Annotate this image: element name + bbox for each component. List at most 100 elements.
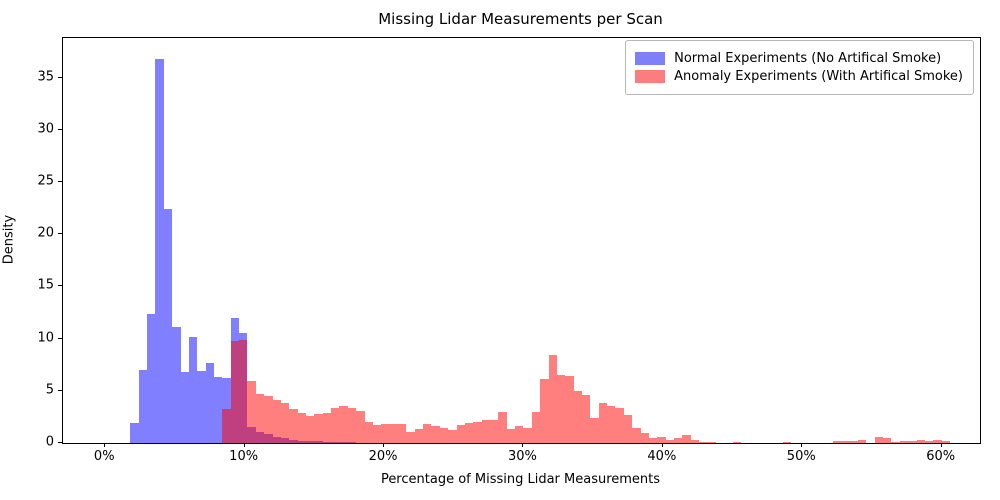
histogram-bar: [699, 441, 708, 443]
y-tick-mark: [58, 181, 62, 183]
histogram-bar: [130, 423, 139, 443]
x-tick-label: 50%: [786, 449, 816, 464]
histogram-bar: [782, 441, 792, 443]
histogram-bar: [464, 423, 474, 443]
histogram-bar: [941, 441, 951, 443]
x-tick-label: 20%: [368, 449, 398, 464]
histogram-bar: [849, 440, 859, 443]
histogram-bar: [515, 426, 524, 443]
histogram-bar: [582, 394, 591, 443]
histogram-bar: [397, 424, 407, 443]
histogram-bar: [247, 381, 256, 443]
y-tick-mark: [58, 389, 62, 391]
y-tick-label: 20: [37, 225, 54, 241]
histogram-bar: [448, 430, 457, 443]
x-tick-mark: [940, 443, 942, 447]
histogram-bar: [381, 424, 390, 443]
histogram-bar: [155, 58, 164, 443]
legend-item-normal: Normal Experiments (No Artifical Smoke): [635, 51, 963, 66]
histogram-bar: [908, 440, 917, 443]
x-tick-label: 40%: [647, 449, 677, 464]
y-tick-mark: [58, 128, 62, 130]
histogram-bar: [138, 369, 148, 443]
histogram-bar: [389, 424, 398, 443]
histogram-bar: [322, 412, 332, 443]
histogram-bar: [924, 441, 934, 443]
histogram-bar: [489, 419, 499, 443]
histogram-bar: [255, 393, 265, 443]
histogram-bar: [565, 375, 574, 443]
normal-series-swatch-icon: [635, 52, 666, 65]
histogram-bar: [523, 427, 532, 443]
histogram-bar: [314, 413, 323, 443]
histogram-bar: [632, 427, 641, 443]
x-tick-mark: [383, 443, 385, 447]
histogram-bar: [732, 441, 741, 443]
histogram-bar: [674, 437, 683, 443]
histogram-bar: [439, 427, 449, 443]
histogram-bar: [213, 377, 223, 443]
y-tick-mark: [58, 337, 62, 339]
histogram-bar: [598, 403, 608, 443]
histogram-bar: [364, 422, 373, 443]
anomaly-series-swatch-icon: [635, 70, 666, 83]
histogram-bar: [506, 429, 516, 443]
histogram-bar: [690, 440, 700, 443]
y-tick-label: 10: [37, 330, 54, 346]
x-tick-mark: [661, 443, 663, 447]
x-tick-mark: [104, 443, 106, 447]
histogram-bar: [874, 437, 884, 443]
histogram-bar: [331, 408, 340, 443]
histogram-bar: [615, 407, 624, 443]
y-tick-label: 35: [37, 69, 54, 85]
histogram-bar: [916, 439, 925, 443]
histogram-bar: [205, 362, 214, 443]
x-tick-mark: [801, 443, 803, 447]
legend: Normal Experiments (No Artifical Smoke) …: [625, 40, 974, 95]
histogram-bar: [339, 406, 348, 443]
histogram-bar: [573, 390, 582, 443]
histogram-bar: [481, 419, 490, 443]
histogram-bar: [841, 441, 850, 443]
histogram-bar: [707, 442, 716, 443]
histogram-bar: [590, 418, 599, 443]
histogram-bar: [305, 415, 315, 443]
x-tick-mark: [522, 443, 524, 447]
histogram-bar: [899, 440, 909, 443]
chart-title: Missing Lidar Measurements per Scan: [378, 10, 663, 28]
histogram-bar: [832, 441, 842, 443]
y-tick-mark: [58, 233, 62, 235]
histogram-bar: [197, 370, 206, 443]
histogram-bar: [456, 424, 465, 443]
y-tick-label: 15: [37, 277, 54, 293]
histogram-bar: [239, 339, 248, 443]
histogram-bar: [406, 431, 415, 443]
histogram-bar: [682, 435, 691, 443]
histogram-bar: [548, 355, 557, 443]
histogram-bar: [222, 408, 231, 443]
histogram-bar: [230, 340, 240, 443]
y-tick-mark: [58, 442, 62, 443]
y-tick-label: 5: [45, 382, 54, 398]
histogram-bar: [147, 313, 156, 443]
histogram-bar: [540, 379, 549, 443]
histogram-bar: [297, 412, 306, 443]
histogram-bar: [498, 411, 507, 443]
x-tick-label: 60%: [926, 449, 956, 464]
histogram-bar: [280, 403, 290, 443]
histogram-bar: [640, 433, 649, 443]
plot-area: [62, 37, 981, 444]
y-tick-mark: [58, 285, 62, 287]
y-tick-mark: [58, 76, 62, 78]
histogram-bar: [473, 422, 482, 443]
x-tick-label: 30%: [507, 449, 537, 464]
x-tick-mark: [243, 443, 245, 447]
y-tick-label: 25: [37, 173, 54, 189]
histogram-bar: [933, 439, 942, 443]
legend-label-anomaly: Anomaly Experiments (With Artifical Smok…: [674, 69, 963, 84]
histogram-bar: [607, 406, 616, 443]
histogram-bar: [180, 372, 189, 443]
histogram-bar: [883, 438, 892, 443]
histogram-bar: [272, 400, 281, 443]
